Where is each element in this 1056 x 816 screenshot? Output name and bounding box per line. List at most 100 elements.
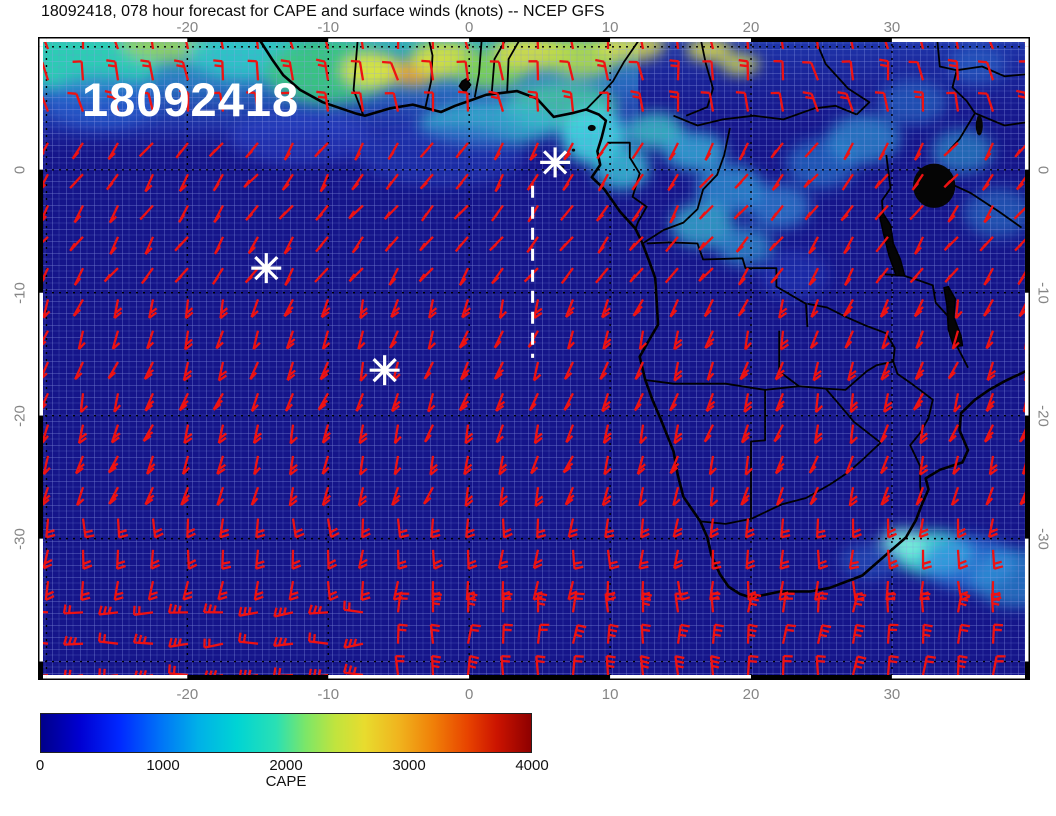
wind-barb (669, 298, 680, 318)
wind-barb (991, 623, 1004, 644)
wind-barb (698, 173, 714, 189)
wind-barb (501, 592, 513, 613)
wind-barb (278, 204, 294, 220)
wind-barb (247, 236, 260, 255)
wind-barb (186, 549, 198, 570)
wind-barb (454, 236, 469, 253)
wind-barb (634, 361, 645, 381)
wind-barb (813, 424, 823, 445)
wind-barb (664, 267, 679, 284)
wind-barb (909, 267, 924, 284)
wind-barb (144, 392, 155, 412)
wind-barb (947, 204, 959, 223)
colorbar-tick-4000: 4000 (515, 757, 549, 774)
wind-barb (778, 299, 788, 319)
wind-barb (238, 606, 259, 617)
wind-barb (631, 142, 644, 160)
wind-barb (147, 580, 158, 601)
wind-barb (738, 142, 750, 161)
wind-barb (423, 361, 435, 380)
lon-tick-label-top: 20 (742, 19, 760, 36)
wind-barb (419, 236, 434, 252)
wind-barb (913, 90, 925, 112)
wind-barb (705, 392, 716, 413)
wind-barb (885, 592, 897, 613)
wind-barb (944, 267, 959, 283)
wind-barb (851, 623, 866, 644)
wind-barb (849, 393, 859, 414)
wind-barb (985, 392, 996, 413)
wind-barb (851, 592, 867, 613)
wind-barb (243, 173, 259, 189)
country-border (974, 112, 1030, 127)
wind-barb (845, 455, 855, 475)
wind-barb (107, 361, 119, 380)
wind-barb (495, 424, 505, 444)
wind-barb (875, 236, 889, 253)
wind-barb (669, 59, 680, 81)
wind-barb (985, 330, 995, 350)
wind-barb (886, 518, 897, 539)
wind-barb (291, 549, 302, 570)
wind-barb (632, 298, 644, 317)
wind-barb (343, 600, 364, 614)
wind-barb (250, 299, 260, 319)
wind-barb (629, 267, 644, 283)
wind-barb (536, 518, 547, 539)
wind-barb (283, 142, 295, 161)
wind-barb (744, 330, 752, 351)
wind-barb (988, 455, 998, 476)
wind-barb (886, 654, 899, 676)
wind-barb (359, 299, 369, 320)
wind-barb (182, 361, 193, 382)
wind-barb (775, 392, 785, 412)
wind-barb (744, 518, 755, 539)
wind-barb (291, 518, 305, 539)
wind-barb (178, 392, 190, 412)
wind-barb (915, 330, 925, 350)
wind-barb (423, 424, 435, 443)
wind-barb (430, 518, 441, 539)
wind-barb (499, 487, 509, 507)
wind-barb (536, 623, 550, 644)
wind-barb (150, 549, 161, 570)
wind-barb (498, 455, 508, 476)
wind-barb (919, 424, 929, 445)
lat-tick-label-left: -30 (11, 527, 29, 550)
wind-barb (178, 173, 190, 193)
colorbar-tick-3000: 3000 (392, 757, 426, 774)
lon-tick-label-bottom: 30 (883, 686, 901, 703)
wind-barb (184, 299, 194, 320)
wind-barb (673, 549, 683, 570)
wind-barb (709, 654, 721, 676)
wind-barb (174, 267, 189, 284)
wind-barb (880, 486, 891, 506)
wind-barb (180, 486, 191, 506)
wind-barb (41, 424, 50, 444)
wind-barb (348, 267, 364, 283)
wind-barb (357, 486, 368, 507)
wind-barb (388, 267, 400, 286)
wind-barb (497, 549, 509, 570)
wind-barb (429, 623, 440, 644)
wind-barb (455, 142, 469, 159)
wind-barb (144, 173, 155, 193)
wind-barb (174, 236, 189, 252)
wind-barb (559, 236, 574, 252)
wind-barb (213, 236, 225, 255)
wind-barb (429, 455, 439, 476)
wind-barb (631, 173, 644, 191)
wind-barb (307, 604, 329, 615)
wind-barb (745, 549, 756, 570)
wind-barb (770, 204, 784, 222)
wind-barb (41, 486, 51, 507)
wind-barb (105, 173, 119, 191)
wind-barb (804, 204, 819, 221)
wind-barb (710, 592, 721, 613)
wind-barb (886, 623, 899, 644)
wind-barb (465, 518, 476, 539)
wind-barb (464, 424, 474, 445)
wind-barb (255, 518, 266, 539)
wind-barb (597, 236, 609, 254)
wind-barb (847, 361, 857, 382)
